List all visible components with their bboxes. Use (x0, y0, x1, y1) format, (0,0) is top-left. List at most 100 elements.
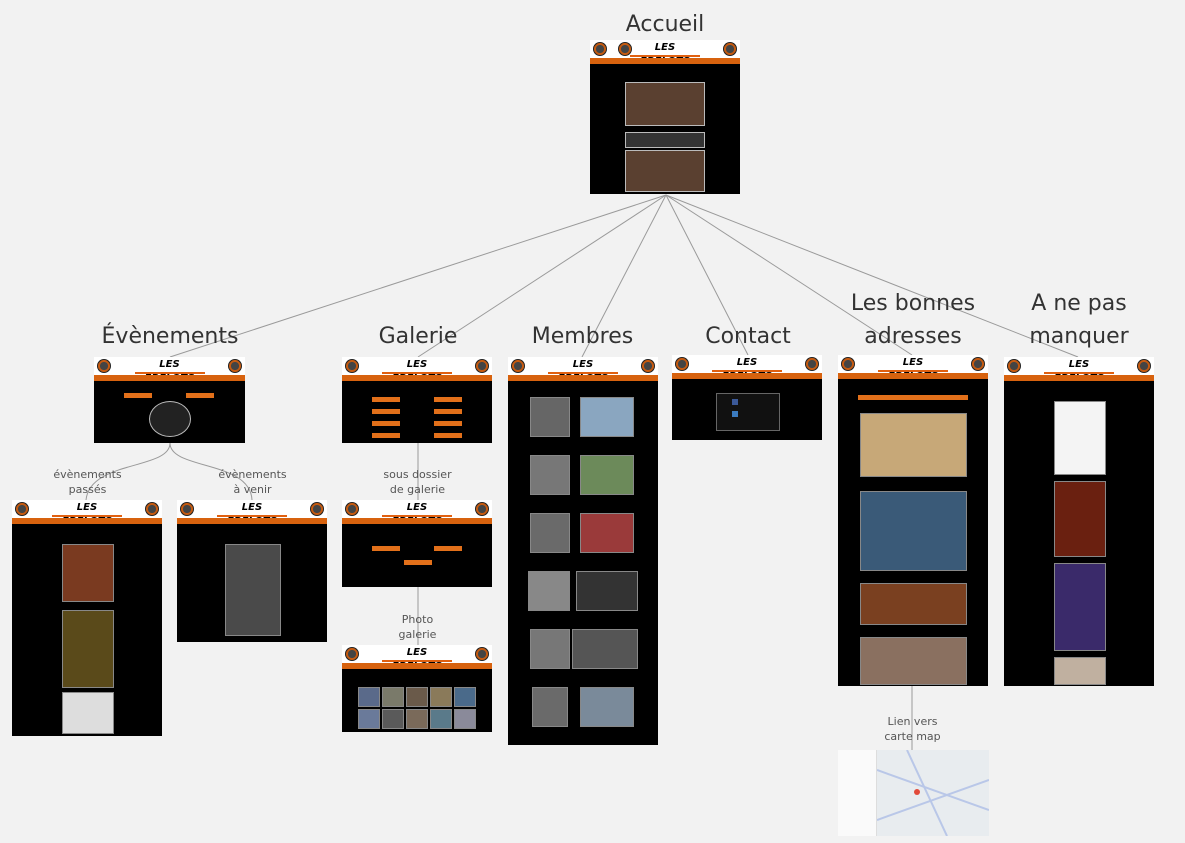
event-flyer (62, 692, 114, 734)
site-nav (342, 375, 492, 381)
gallery-photo (358, 687, 380, 707)
address-photo (860, 491, 967, 571)
label-lien-carte: Lien vers carte map (870, 714, 955, 744)
member-bike (580, 397, 634, 437)
gallery-photo (430, 687, 452, 707)
label-sous-dossier-line2: de galerie (389, 483, 446, 496)
gallery-photo (382, 709, 404, 729)
member-portrait (530, 397, 570, 437)
thumb-evenements-passes[interactable]: LES FRELOTS (12, 500, 162, 736)
label-evenements-a-venir-line1: évènements (218, 468, 287, 481)
thumb-photo-galerie[interactable]: LES FRELOTS (342, 645, 492, 732)
page-title-membres: Membres (531, 324, 634, 349)
skull-icon (97, 359, 111, 373)
menu-button (124, 393, 152, 398)
label-evenements-passes: évènements passés (40, 467, 135, 497)
gallery-photo (454, 709, 476, 729)
gallery-photo (382, 687, 404, 707)
site-nav (838, 373, 988, 379)
thumb-evenements-a-venir[interactable]: LES FRELOTS (177, 500, 327, 642)
site-header: LES FRELOTS (342, 500, 492, 527)
skull-icon (593, 42, 607, 56)
member-bike (576, 571, 638, 611)
contact-panel (716, 393, 780, 431)
member-bike (580, 513, 634, 553)
skull-icon (723, 42, 737, 56)
poster-image (1054, 401, 1106, 475)
gallery-photo (406, 709, 428, 729)
poster-image (1054, 657, 1106, 685)
member-portrait (532, 687, 568, 727)
thumb-galerie[interactable]: LES FRELOTS (342, 357, 492, 443)
mail-icon (732, 411, 738, 417)
album-button (372, 397, 400, 402)
label-sous-dossier: sous dossier de galerie (370, 467, 465, 497)
gallery-photo (454, 687, 476, 707)
address-photo (860, 583, 967, 625)
label-evenements-a-venir-line2: à venir (233, 483, 272, 496)
events-emblem (149, 401, 191, 437)
album-button (434, 433, 462, 438)
skull-icon (641, 359, 655, 373)
site-header: LES FRELOTS (342, 645, 492, 672)
section-bar (858, 395, 968, 400)
event-flyer (62, 544, 114, 602)
home-banner-2 (625, 132, 705, 148)
thumb-evenements[interactable]: LES FRELOTS (94, 357, 245, 443)
site-nav (1004, 375, 1154, 381)
home-banner-1 (625, 82, 705, 126)
thumb-membres[interactable]: LES FRELOTS (508, 357, 658, 745)
site-logo: LES FRELOTS (382, 358, 452, 384)
thumb-contact[interactable]: LES FRELOTS (672, 355, 822, 440)
thumb-sous-dossier-galerie[interactable]: LES FRELOTS (342, 500, 492, 587)
site-nav (177, 518, 327, 524)
site-nav (672, 373, 822, 379)
site-header: LES FRELOTS (672, 355, 822, 382)
label-lien-carte-line1: Lien vers (887, 715, 938, 728)
skull-icon (511, 359, 525, 373)
skull-icon (180, 502, 194, 516)
map-area (877, 750, 989, 836)
site-header: LES FRELOTS (94, 357, 245, 384)
member-bike (580, 455, 634, 495)
site-header: LES FRELOTS (12, 500, 162, 527)
thumb-carte-map[interactable] (838, 750, 989, 836)
site-header: LES FRELOTS (508, 357, 658, 384)
thumb-bonnes-adresses[interactable]: LES FRELOTS (838, 355, 988, 686)
label-evenements-passes-line1: évènements (53, 468, 122, 481)
member-bike (580, 687, 634, 727)
site-header: LES FRELOTS (1004, 357, 1154, 384)
thumb-ne-pas-manquer[interactable]: LES FRELOTS (1004, 357, 1154, 686)
album-button (404, 560, 432, 565)
event-flyer (62, 610, 114, 688)
label-photo-galerie-line2: galerie (398, 628, 437, 641)
album-button (372, 421, 400, 426)
skull-icon (971, 357, 985, 371)
site-header: LES FRELOTS (590, 40, 740, 67)
map-roads (877, 750, 989, 836)
event-flyer (225, 544, 281, 636)
map-pin-icon (914, 789, 920, 795)
site-nav (342, 663, 492, 669)
skull-icon (345, 647, 359, 661)
thumb-accueil[interactable]: LES FRELOTS (590, 40, 740, 194)
page-title-contact: Contact (705, 324, 791, 349)
album-button (372, 433, 400, 438)
site-header: LES FRELOTS (342, 357, 492, 384)
skull-icon (1137, 359, 1151, 373)
skull-icon (1007, 359, 1021, 373)
site-logo: LES FRELOTS (1044, 358, 1114, 384)
site-logo: LES FRELOTS (712, 356, 782, 382)
site-nav (94, 375, 245, 381)
label-evenements-a-venir: évènements à venir (205, 467, 300, 497)
page-title-evenements: Évènements (101, 324, 239, 349)
gallery-photo (406, 687, 428, 707)
album-button (372, 409, 400, 414)
site-logo: LES FRELOTS (217, 501, 287, 527)
skull-icon (805, 357, 819, 371)
album-button (434, 546, 462, 551)
label-evenements-passes-line2: passés (68, 483, 107, 496)
member-portrait (530, 455, 570, 495)
site-logo: LES FRELOTS (134, 358, 205, 384)
skull-icon (475, 359, 489, 373)
